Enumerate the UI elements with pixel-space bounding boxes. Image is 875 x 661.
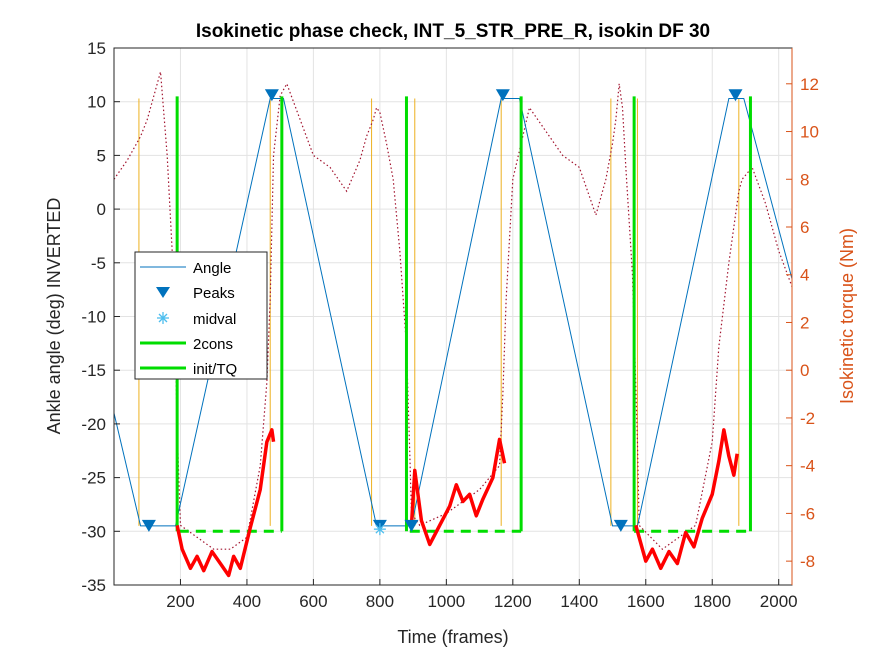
angle-line xyxy=(113,97,793,527)
y-right-tick-label: 8 xyxy=(800,170,809,189)
legend-label-midval: midval xyxy=(193,311,236,328)
axes: 200 400 600 800 1000 1200 1400 1600 1800 2000-35-… xyxy=(81,39,819,611)
x-tick-label: 600 xyxy=(299,592,327,611)
y-axis-right-label: Isokinetic torque (Nm) xyxy=(837,228,857,404)
x-tick-label: 1400 xyxy=(560,592,598,611)
y-right-tick-label: 2 xyxy=(800,313,809,332)
y-left-tick-label: 0 xyxy=(97,200,106,219)
x-axis-label: Time (frames) xyxy=(397,627,508,647)
y-left-tick-label: 5 xyxy=(97,146,106,165)
y-right-tick-label: 12 xyxy=(800,75,819,94)
legend-label-peaks: Peaks xyxy=(193,285,235,302)
x-tick-label: 200 xyxy=(166,592,194,611)
y-right-tick-label: -2 xyxy=(800,409,815,428)
legend-box xyxy=(134,251,268,380)
y-left-tick-label: -5 xyxy=(91,254,106,273)
y-right-tick-label: 4 xyxy=(800,266,809,285)
peak-marker xyxy=(141,519,156,532)
legend-label-init-tq: init/TQ xyxy=(193,361,237,378)
peak-marker xyxy=(613,519,628,532)
legend-swatch-midval xyxy=(157,312,169,324)
peak-marker xyxy=(495,89,510,102)
torque-dotted-line xyxy=(113,71,793,550)
torque-bold-line xyxy=(634,428,739,571)
y-left-tick-label: -15 xyxy=(81,361,106,380)
legend-swatch-peaks xyxy=(156,287,170,298)
y-axis-left-label: Ankle angle (deg) INVERTED xyxy=(44,198,64,435)
torque-bold-line xyxy=(409,437,507,547)
y-left-tick-label: -30 xyxy=(81,522,106,541)
y-right-tick-label: 10 xyxy=(800,123,819,142)
y-right-tick-label: -8 xyxy=(800,552,815,571)
x-tick-label: 800 xyxy=(366,592,394,611)
peak-marker xyxy=(264,89,279,102)
y-left-tick-label: -25 xyxy=(81,469,106,488)
y-left-tick-label: 15 xyxy=(87,39,106,58)
x-tick-label: 400 xyxy=(233,592,261,611)
chart-title: Isokinetic phase check, INT_5_STR_PRE_R,… xyxy=(196,21,710,42)
series-marks xyxy=(141,89,743,536)
x-tick-label: 2000 xyxy=(760,592,798,611)
x-tick-label: 1000 xyxy=(427,592,465,611)
x-tick-label: 1200 xyxy=(494,592,532,611)
peak-marker xyxy=(728,89,743,102)
y-left-tick-label: 10 xyxy=(87,93,106,112)
torque-bold-line xyxy=(175,428,276,578)
y-left-tick-label: -10 xyxy=(81,308,106,327)
y-right-tick-label: -4 xyxy=(800,457,815,476)
y-left-tick-label: -20 xyxy=(81,415,106,434)
x-tick-label: 1600 xyxy=(627,592,665,611)
y-right-tick-label: 0 xyxy=(800,361,809,380)
peak-marker xyxy=(404,519,419,532)
y-left-tick-label: -35 xyxy=(81,576,106,595)
legend-label-2cons: 2cons xyxy=(193,336,233,353)
y-right-tick-label: 6 xyxy=(800,218,809,237)
x-tick-label: 1800 xyxy=(693,592,731,611)
legend-label-angle: Angle xyxy=(193,260,231,277)
midval-marker xyxy=(373,523,386,536)
y-right-tick-label: -6 xyxy=(800,504,815,523)
legend: Angle Peaks midval 2cons init/TQ xyxy=(134,251,268,380)
